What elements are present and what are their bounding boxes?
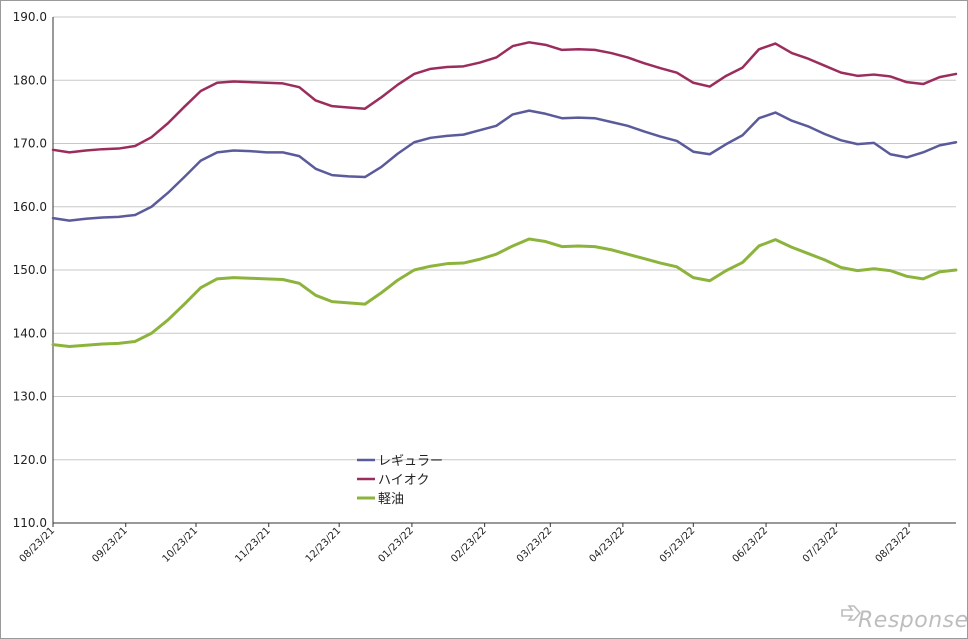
y-tick-label: 170.0 bbox=[13, 137, 47, 151]
watermark: Response. bbox=[841, 605, 968, 633]
y-tick-label: 150.0 bbox=[13, 263, 47, 277]
legend-label: 軽油 bbox=[378, 492, 404, 507]
watermark-text: Response. bbox=[858, 608, 968, 633]
watermark-arrow-icon bbox=[841, 605, 862, 621]
series-lines bbox=[51, 41, 958, 349]
series-line-1 bbox=[51, 109, 958, 222]
series-line-2 bbox=[51, 41, 958, 154]
y-tick-label: 180.0 bbox=[13, 73, 47, 87]
legend-label: ハイオク bbox=[378, 473, 429, 488]
axes bbox=[52, 17, 956, 527]
y-tick-label: 190.0 bbox=[13, 10, 47, 24]
y-tick-label: 110.0 bbox=[13, 516, 47, 530]
y-tick-labels: 110.0 120.0 130.0 140.0 150.0 160.0 170.0 180.0… bbox=[13, 10, 47, 530]
legend-label: レギュラー bbox=[378, 454, 443, 469]
y-tick-label: 160.0 bbox=[13, 200, 47, 214]
y-tick-label: 140.0 bbox=[13, 326, 47, 340]
series-line-3 bbox=[51, 237, 958, 349]
gridlines bbox=[53, 16, 956, 461]
y-tick-label: 130.0 bbox=[13, 390, 47, 404]
y-tick-label: 120.0 bbox=[13, 453, 47, 467]
